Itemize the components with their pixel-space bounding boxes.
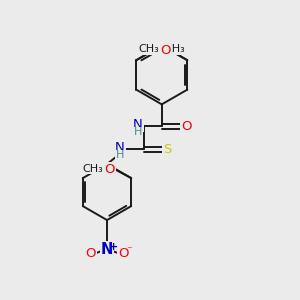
Text: CH₃: CH₃ xyxy=(83,164,104,174)
Text: O: O xyxy=(118,247,128,260)
Text: S: S xyxy=(163,143,172,156)
Text: ⁻: ⁻ xyxy=(127,246,133,256)
Text: H: H xyxy=(116,150,124,160)
Text: O: O xyxy=(153,44,164,57)
Text: O: O xyxy=(160,44,170,57)
Text: +: + xyxy=(109,242,118,252)
Text: H: H xyxy=(134,127,142,137)
Text: CH₃: CH₃ xyxy=(165,44,186,54)
Text: N: N xyxy=(133,118,142,130)
Text: N: N xyxy=(101,242,113,257)
Text: N: N xyxy=(115,141,124,154)
Text: CH₃: CH₃ xyxy=(138,44,159,54)
Text: O: O xyxy=(182,120,192,133)
Text: O: O xyxy=(104,164,115,176)
Text: O: O xyxy=(85,247,96,260)
